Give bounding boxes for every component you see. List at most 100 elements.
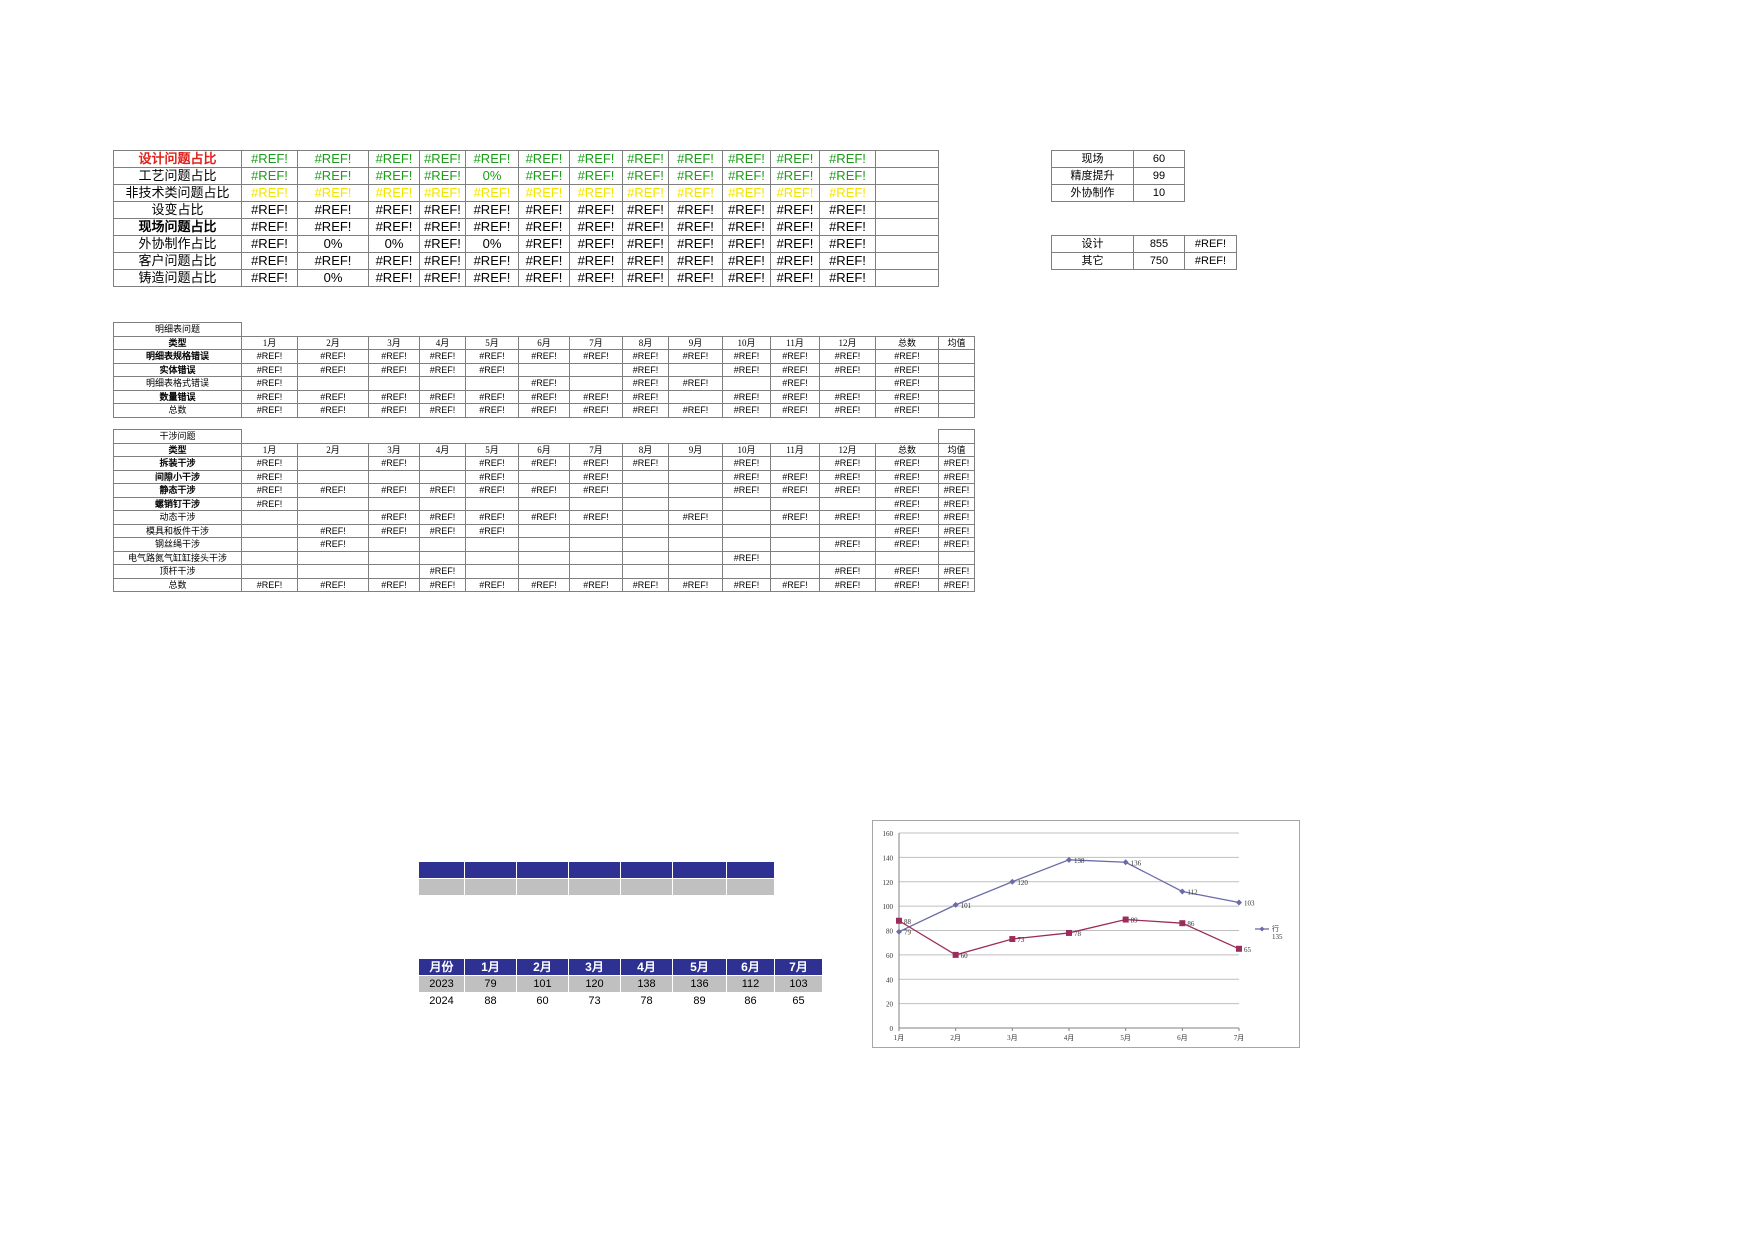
ratio-value: #REF! xyxy=(622,167,669,185)
detail-row: 钢丝绳干涉 #REF! #REF! #REF! #REF! xyxy=(113,537,975,552)
ratio-value: #REF! xyxy=(569,252,623,270)
ratio-row: 工艺问题占比 #REF! #REF! #REF! #REF! 0% #REF! #REF! #R… xyxy=(113,167,939,185)
ratio-value: #REF! xyxy=(419,201,466,219)
detail-value: #REF! xyxy=(819,469,876,484)
ratio-value: #REF! xyxy=(241,218,298,236)
data-point xyxy=(952,951,959,958)
detail-value xyxy=(622,523,669,538)
detail-value: #REF! xyxy=(875,510,939,525)
detail-value: #REF! xyxy=(297,389,369,404)
detail-value xyxy=(622,469,669,484)
detail-value: #REF! xyxy=(368,456,420,471)
ratio-value: #REF! xyxy=(819,269,876,287)
detail-value: #REF! xyxy=(819,483,876,498)
month-header: 2月 xyxy=(297,335,369,350)
detail-value xyxy=(241,564,298,579)
data-label: 101 xyxy=(961,902,972,910)
detail-value xyxy=(297,550,369,565)
detail-value xyxy=(622,510,669,525)
ratio-value: #REF! xyxy=(569,218,623,236)
ratio-value: #REF! xyxy=(770,184,820,202)
detail-value: #REF! xyxy=(419,483,466,498)
ratio-value: #REF! xyxy=(465,252,519,270)
ratio-value: #REF! xyxy=(569,150,623,168)
detail-value: #REF! xyxy=(770,403,820,418)
detail-value xyxy=(722,496,771,511)
ratio-value: #REF! xyxy=(722,218,771,236)
side-row: 外协制作 10 xyxy=(1051,184,1185,202)
ratio-value: #REF! xyxy=(668,252,723,270)
ratio-value: #REF! xyxy=(722,184,771,202)
detail-value: #REF! xyxy=(241,469,298,484)
detail-value xyxy=(722,510,771,525)
detail-value: #REF! xyxy=(819,456,876,471)
y-tick-label: 120 xyxy=(883,879,894,887)
detail-value: #REF! xyxy=(668,577,723,592)
detail-value xyxy=(668,362,723,377)
detail-value xyxy=(297,510,369,525)
yearly-header-cell: 1月 xyxy=(464,958,517,976)
detail-value xyxy=(569,496,623,511)
month-header: 1月 xyxy=(241,335,298,350)
detail-value xyxy=(770,523,820,538)
y-tick-label: 100 xyxy=(883,903,894,911)
yearly-row: 2023 79 101 120 138 136 112 103 xyxy=(418,975,823,993)
detail-label: 顶杆干涉 xyxy=(113,564,242,579)
ratio-value: #REF! xyxy=(368,269,420,287)
detail-value: #REF! xyxy=(241,483,298,498)
detail-value: #REF! xyxy=(819,362,876,377)
detail-value: #REF! xyxy=(419,577,466,592)
side-label: 精度提升 xyxy=(1051,167,1134,185)
data-point xyxy=(1179,920,1186,927)
detail-value xyxy=(938,550,975,565)
detail-value: #REF! xyxy=(518,403,570,418)
y-tick-label: 20 xyxy=(886,1001,894,1009)
detail-row: 螺销钉干涉 #REF! #REF! #REF! xyxy=(113,496,975,511)
yearly-header-cell: 4月 xyxy=(620,958,673,976)
ratio-empty xyxy=(875,167,939,185)
year-cell: 2023 xyxy=(418,975,465,993)
detail-value: #REF! xyxy=(722,362,771,377)
detail-value: #REF! xyxy=(241,577,298,592)
detail-value: #REF! xyxy=(875,483,939,498)
legend-label: 行 xyxy=(1272,924,1279,933)
ratio-value: #REF! xyxy=(819,252,876,270)
ratio-row: 设变占比 #REF! #REF! #REF! #REF! #REF! #REF! #REF! #… xyxy=(113,201,939,219)
detail-value xyxy=(875,550,939,565)
detail-value: #REF! xyxy=(465,469,519,484)
detail-value: #REF! xyxy=(875,349,939,364)
month-header: 3月 xyxy=(368,442,420,457)
detail-value: #REF! xyxy=(622,577,669,592)
month-header: 4月 xyxy=(419,442,466,457)
detail-value xyxy=(368,537,420,552)
detail-value xyxy=(722,523,771,538)
ratio-value: #REF! xyxy=(419,235,466,253)
x-tick-label: 7月 xyxy=(1234,1034,1245,1042)
ratio-value: #REF! xyxy=(518,184,570,202)
site-count-table: 现场 60 精度提升 99 外协制作 10 xyxy=(1051,150,1185,202)
detail-value xyxy=(368,550,420,565)
detail-value xyxy=(569,537,623,552)
detail-value xyxy=(297,456,369,471)
month-header: 5月 xyxy=(465,442,519,457)
y-tick-label: 160 xyxy=(883,830,894,838)
detail-value: #REF! xyxy=(819,510,876,525)
detail-value xyxy=(419,496,466,511)
type-header: 类型 xyxy=(113,335,242,350)
detail-value: #REF! xyxy=(241,496,298,511)
ratio-value: #REF! xyxy=(722,235,771,253)
detail-value: #REF! xyxy=(241,376,298,391)
detail-value xyxy=(518,362,570,377)
detail-value xyxy=(518,469,570,484)
ratio-value: #REF! xyxy=(241,252,298,270)
detail-row: 总数 #REF! #REF! #REF! #REF! #REF! #REF! #REF! #RE… xyxy=(113,403,975,418)
ratio-value: #REF! xyxy=(770,235,820,253)
detail-value: #REF! xyxy=(569,389,623,404)
detail-value xyxy=(368,496,420,511)
detail-value: #REF! xyxy=(875,456,939,471)
detail-value: #REF! xyxy=(622,376,669,391)
detail-value xyxy=(569,550,623,565)
ratio-empty xyxy=(875,252,939,270)
detail-value: #REF! xyxy=(622,362,669,377)
detail-value: #REF! xyxy=(465,483,519,498)
